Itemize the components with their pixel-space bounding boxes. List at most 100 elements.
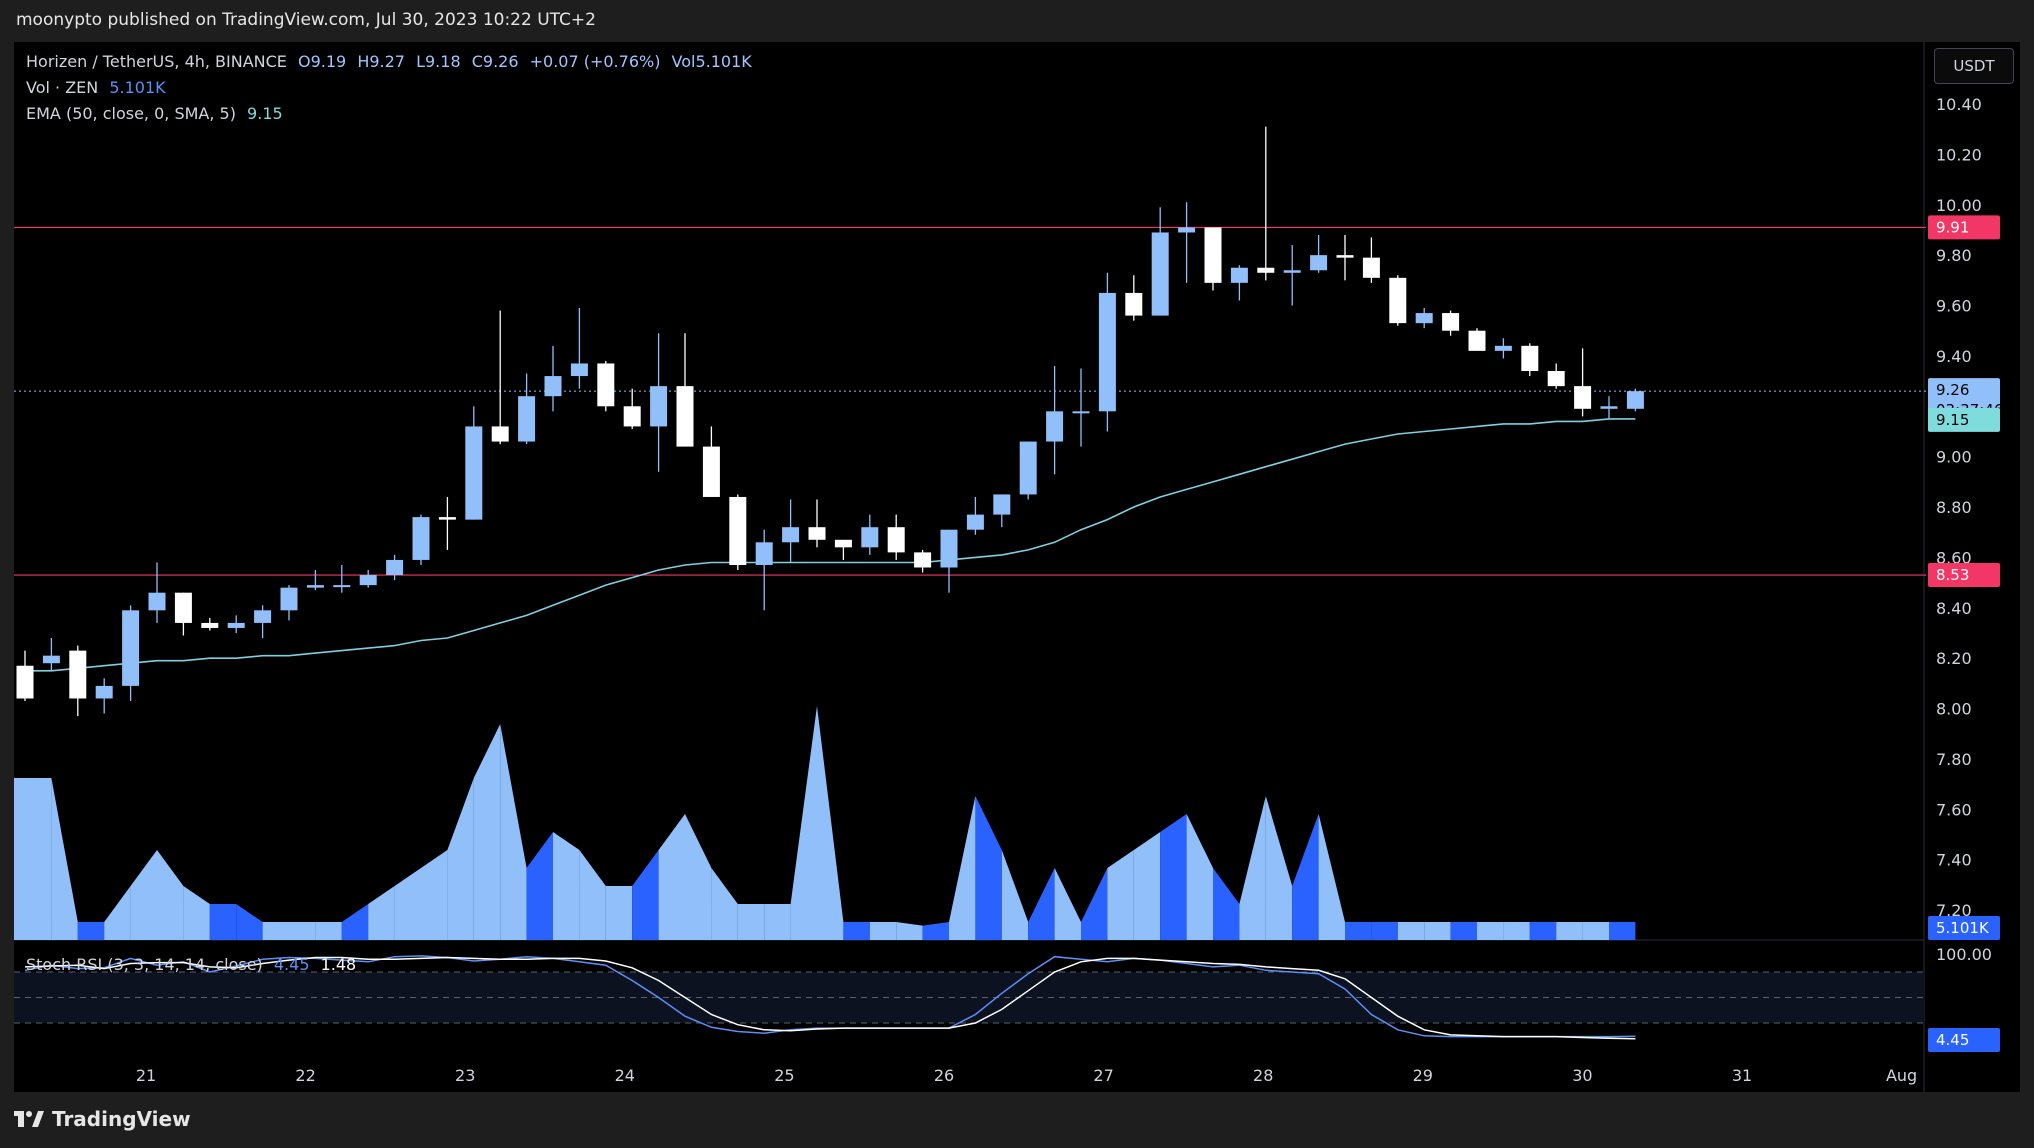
candle <box>623 388 641 429</box>
volume-bar <box>14 778 52 940</box>
support-price-label-bg <box>1928 563 2000 588</box>
candle-body <box>676 386 694 447</box>
candle <box>1178 202 1196 283</box>
volume-bar <box>1107 850 1134 940</box>
candle-body <box>1468 330 1486 351</box>
volume-price-label: 5.101K <box>1928 916 2000 940</box>
date-tick-label: 31 <box>1732 1066 1752 1085</box>
volume-indicator-value: 5.101K <box>109 78 166 97</box>
ema-price-label-text: 9.15 <box>1936 411 1969 429</box>
candle-body <box>1626 391 1644 409</box>
volume-bar <box>526 832 553 940</box>
volume-indicator-label[interactable]: Vol · ZEN <box>26 78 99 97</box>
candle <box>42 638 60 671</box>
volume-bar <box>473 724 501 940</box>
candle <box>95 678 113 714</box>
candle <box>412 514 430 565</box>
candle-body <box>834 539 852 548</box>
candle-body <box>808 527 826 540</box>
volume-bar <box>1028 868 1055 940</box>
candle-body <box>227 622 245 628</box>
candle-body <box>1389 277 1407 324</box>
candle <box>1442 310 1460 336</box>
stoch-indicator-label[interactable]: Stoch RSI (3, 3, 14, 14, close) <box>26 955 263 974</box>
candle <box>122 605 140 702</box>
volume-bar <box>183 886 210 940</box>
tradingview-brand-text: TradingView <box>52 1107 191 1131</box>
candle-body <box>914 552 932 568</box>
volume-bar <box>315 922 342 940</box>
candle <box>438 496 456 550</box>
ema-indicator-label[interactable]: EMA (50, close, 0, SMA, 5) <box>26 104 236 123</box>
volume-bar <box>421 850 448 940</box>
candle-body <box>438 517 456 520</box>
volume-bar <box>922 922 949 940</box>
candle <box>729 494 747 571</box>
volume-bar <box>975 796 1002 940</box>
date-tick-label: 22 <box>295 1066 315 1085</box>
candle <box>1125 275 1143 321</box>
volume-bar <box>1318 814 1345 940</box>
volume-bar <box>1001 850 1029 940</box>
publish-header: moonypto published on TradingView.com, J… <box>0 0 2034 42</box>
candle-body <box>702 446 720 497</box>
candle-body <box>755 542 773 565</box>
price-tick-label: 10.40 <box>1936 95 1982 114</box>
volume-bar <box>1054 868 1081 940</box>
candle-body <box>412 517 430 560</box>
candle-body <box>69 650 87 699</box>
tradingview-brand[interactable]: TradingView <box>14 1107 191 1131</box>
ema-indicator-value: 9.15 <box>247 104 283 123</box>
candle-body <box>966 514 984 530</box>
candle <box>1072 368 1090 447</box>
resistance-price-label-bg <box>1928 215 2000 240</box>
candle <box>834 539 852 560</box>
date-tick-label: 23 <box>455 1066 475 1085</box>
publish-text: moonypto published on TradingView.com, J… <box>16 10 596 30</box>
date-tick-label: 24 <box>615 1066 635 1085</box>
candle <box>254 605 272 639</box>
candle-body <box>570 363 588 377</box>
ohlc-high: H9.27 <box>357 52 405 71</box>
price-tick-label: 7.20 <box>1936 901 1972 920</box>
volume-bar <box>1450 922 1477 940</box>
axis-labels: 10.4010.2010.009.809.609.409.209.008.808… <box>136 95 2004 1085</box>
volume-bar <box>764 904 791 940</box>
candle-body <box>491 426 509 442</box>
volume-bar <box>104 886 131 940</box>
candle <box>359 570 377 588</box>
candle-body <box>333 585 351 588</box>
candle-body <box>280 587 298 611</box>
candle-body <box>518 396 536 442</box>
date-tick-label: 26 <box>934 1066 954 1085</box>
ohlc-low: L9.18 <box>416 52 461 71</box>
stoch-price-label: 4.45 <box>1928 1028 2000 1052</box>
volume-bar <box>896 922 923 940</box>
candle <box>1046 365 1064 475</box>
candle <box>1547 363 1565 389</box>
candle <box>650 333 668 472</box>
candle-body <box>148 592 166 611</box>
currency-unit-button[interactable]: USDT <box>1934 48 2014 84</box>
stoch-band <box>14 972 1924 1023</box>
candle-body <box>1151 232 1169 316</box>
symbol-name[interactable]: Horizen / TetherUS, 4h, BINANCE <box>26 52 287 71</box>
volume-bar <box>1345 922 1372 940</box>
price-tick-label: 7.80 <box>1936 750 1972 769</box>
candle <box>1389 275 1407 326</box>
candle-body <box>1442 313 1460 331</box>
candle-body <box>887 527 905 553</box>
candle-body <box>623 406 641 427</box>
candle-body <box>782 527 800 543</box>
candle <box>808 499 826 548</box>
volume-bar <box>1371 922 1398 940</box>
candle <box>518 373 536 445</box>
candle-body <box>993 494 1011 515</box>
volume-bar <box>368 886 395 940</box>
ema-price-label: 9.15 <box>1928 407 2000 432</box>
volume-bar <box>1582 922 1609 940</box>
price-tick-label: 8.00 <box>1936 700 1972 719</box>
level-lines <box>14 226 1926 576</box>
date-tick-label: 25 <box>774 1066 794 1085</box>
